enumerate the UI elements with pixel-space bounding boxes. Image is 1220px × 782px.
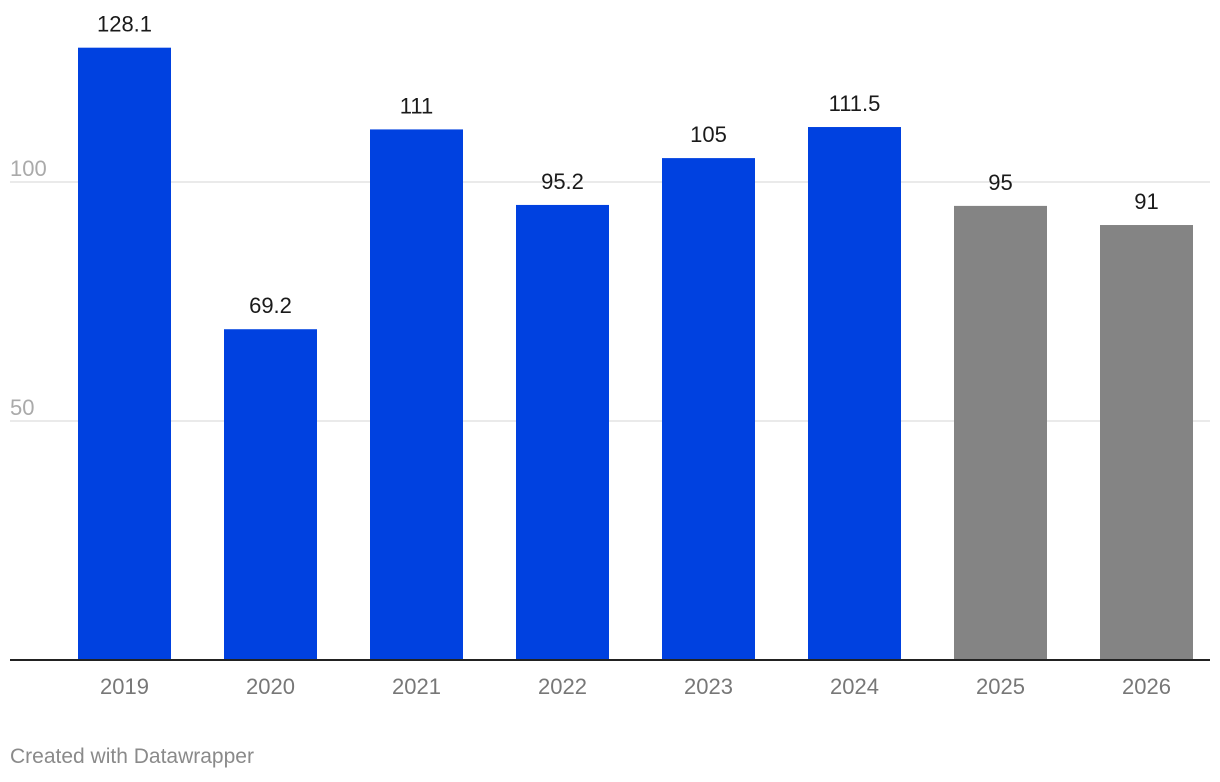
value-label-2020: 69.2 <box>249 293 292 318</box>
value-label-2026: 91 <box>1134 189 1158 214</box>
value-labels: 128.1 69.2 111 95.2 105 111.5 95 91 <box>97 12 1159 319</box>
bar-2021 <box>370 129 463 661</box>
y-tick-label-50: 50 <box>10 395 34 420</box>
value-label-2019: 128.1 <box>97 12 152 37</box>
value-label-2022: 95.2 <box>541 169 584 194</box>
value-label-2021: 111 <box>400 93 433 118</box>
value-label-2023: 105 <box>690 122 727 147</box>
bar-2024 <box>808 127 901 660</box>
bar-2022 <box>516 204 609 660</box>
bars <box>78 47 1193 661</box>
y-tick-label-100: 100 <box>10 156 47 181</box>
x-tick-label-2024: 2024 <box>830 674 879 699</box>
bar-2025 <box>954 205 1047 660</box>
x-axis-ticks: 2019 2020 2021 2022 2023 2024 2025 2026 <box>100 674 1171 699</box>
x-tick-label-2022: 2022 <box>538 674 587 699</box>
bar-2023 <box>662 158 755 660</box>
x-tick-label-2026: 2026 <box>1122 674 1171 699</box>
x-tick-label-2021: 2021 <box>392 674 441 699</box>
bar-2019 <box>78 47 171 660</box>
x-tick-label-2020: 2020 <box>246 674 295 699</box>
x-tick-label-2019: 2019 <box>100 674 149 699</box>
x-tick-label-2025: 2025 <box>976 674 1025 699</box>
value-label-2024: 111.5 <box>829 91 881 116</box>
bar-2026 <box>1100 225 1193 660</box>
x-tick-label-2023: 2023 <box>684 674 733 699</box>
value-label-2025: 95 <box>988 170 1012 195</box>
bar-2020 <box>224 329 317 660</box>
credit-text: Created with Datawrapper <box>10 745 254 768</box>
